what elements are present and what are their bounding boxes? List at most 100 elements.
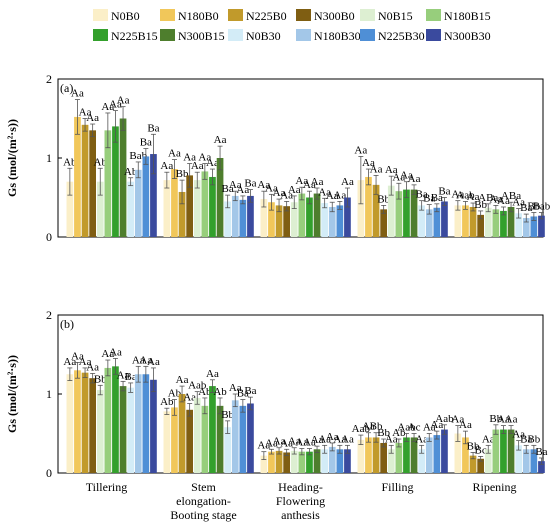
bar [193, 397, 201, 473]
legend: N0B0 N180B0 N225B0 N300B0 N0B15 N180B15 N225B1… [93, 9, 491, 43]
significance-label: Ba [244, 385, 256, 397]
bar [344, 197, 351, 237]
significance-label: Aa [318, 186, 331, 198]
legend-item: N300B0 [296, 9, 355, 23]
bar [365, 176, 372, 237]
significance-label: Ab [124, 166, 138, 178]
significance-label: Aab [456, 189, 475, 201]
legend-label: N300B15 [178, 29, 225, 43]
significance-label: Aa [79, 356, 92, 368]
bar [344, 449, 351, 473]
significance-label: Ba [244, 178, 256, 190]
legend-label: N180B15 [444, 9, 491, 23]
significance-label: Aa [326, 190, 339, 202]
bar [395, 191, 403, 237]
significance-label: Ba [222, 183, 234, 195]
legend-swatch [360, 29, 375, 41]
legend-label: N225B15 [111, 29, 158, 43]
panel-label: (a) [60, 81, 73, 95]
significance-label: Ba [416, 189, 428, 201]
bar [477, 458, 484, 473]
bar [328, 446, 336, 473]
bar [142, 156, 150, 237]
bar [484, 449, 492, 473]
significance-label: Ab [63, 156, 77, 168]
bar [104, 367, 112, 473]
bar [283, 452, 290, 473]
bar [74, 370, 81, 473]
bar [306, 197, 313, 237]
significance-label: Bb [94, 373, 107, 385]
bar [395, 442, 403, 473]
significance-label: Aa [341, 176, 354, 188]
bar [336, 205, 344, 237]
significance-label: Aab [352, 423, 371, 435]
significance-label: Aa [86, 112, 99, 124]
significance-label: Aa [257, 179, 270, 191]
legend-label: N300B30 [444, 29, 491, 43]
bar [306, 451, 313, 473]
legend-label: N0B30 [246, 29, 281, 43]
significance-label: Aa [236, 184, 249, 196]
significance-label: Aa [280, 437, 293, 449]
significance-label: Aa [354, 144, 367, 156]
bar [380, 209, 387, 237]
significance-label: Aa [183, 152, 196, 164]
bar [290, 202, 298, 237]
legend-swatch [426, 9, 441, 21]
bar [313, 193, 321, 237]
significance-label: Aa [139, 354, 152, 366]
significance-label: Aa [512, 429, 525, 441]
bar [247, 403, 254, 473]
legend-swatch [360, 9, 375, 21]
x-category-label: Filling [381, 480, 413, 494]
bar [313, 449, 321, 473]
significance-label: Ab [168, 388, 182, 400]
legend-item: N225B30 [360, 29, 425, 43]
legend-label: N0B15 [378, 9, 413, 23]
significance-label: Aa [229, 382, 242, 394]
legend-item: N0B0 [93, 9, 140, 23]
significance-label: Aa [71, 88, 84, 100]
bar [500, 210, 507, 237]
bar [171, 407, 178, 473]
legend-swatch [160, 29, 175, 41]
significance-label: Bc [475, 444, 487, 456]
bar [81, 372, 89, 473]
x-category-label: Heading-Flowering anthesis [276, 480, 325, 522]
legend-item: N225B0 [228, 9, 287, 23]
legend-label: N180B0 [178, 9, 219, 23]
bar [357, 180, 365, 237]
significance-label: Ba [125, 371, 137, 383]
bar [290, 450, 298, 473]
significance-label: Aa [311, 176, 324, 188]
bar [231, 400, 239, 473]
significance-label: Aa [295, 175, 308, 187]
significance-label: Ab [213, 386, 227, 398]
significance-label: Aa [415, 433, 428, 445]
bar [209, 176, 216, 237]
significance-label: Aa [505, 414, 518, 426]
significance-label: Aa [370, 163, 383, 175]
legend-swatch [160, 9, 175, 21]
bar [178, 191, 186, 237]
x-category-labels: Tillering Stem elongation-Booting stage Hea… [86, 480, 517, 522]
significance-label: Bb [370, 421, 383, 433]
bar [224, 201, 231, 237]
bar [201, 171, 209, 237]
significance-label: Aa [229, 179, 242, 191]
bar [193, 180, 201, 237]
legend-item: N300B30 [426, 29, 491, 43]
significance-label: Aa [117, 369, 130, 381]
legend-swatch [426, 29, 441, 41]
bar [328, 206, 336, 237]
significance-label: Aa [512, 197, 525, 209]
significance-label: Aa [176, 374, 189, 386]
bar [275, 450, 283, 473]
panel-label: (b) [60, 317, 74, 331]
significance-label: Bb [377, 427, 390, 439]
y-tick-label: 0 [46, 230, 52, 244]
significance-label: Aa [71, 350, 84, 362]
significance-label: Bb [474, 199, 487, 211]
bar [201, 405, 209, 473]
